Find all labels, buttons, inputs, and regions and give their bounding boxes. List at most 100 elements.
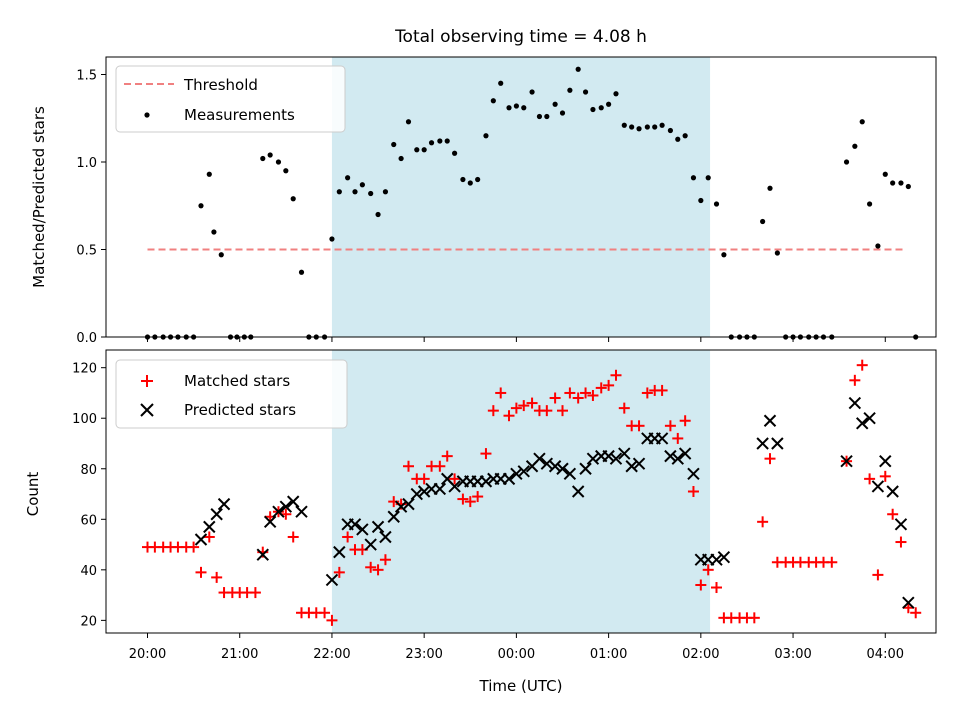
measurement-point [713,201,720,207]
predicted-star-point [848,396,862,410]
measurement-point [283,168,289,174]
predicted-star-point [871,480,885,493]
predicted-star-point [771,437,784,450]
measurement-point [352,189,358,195]
measurement-point [452,150,458,156]
predicted-star-point [217,497,231,511]
predicted-star-point [840,454,853,468]
bottom-y-axis-label: Count [24,472,42,517]
matched-star-point [618,402,630,414]
legend-matched-label: Matched stars [184,372,290,390]
predicted-star-point [517,465,530,478]
matched-star-point [503,410,515,422]
matched-star-point [372,564,384,576]
measurement-point [498,80,504,86]
top-plot-frame [105,56,937,338]
measurement-point [211,229,217,235]
measurement-point [391,141,397,148]
measurement-point [382,189,389,195]
matched-star-point [287,531,299,543]
matched-star-point [249,587,261,599]
matched-star-point [633,420,645,432]
measurement-point [559,110,566,116]
matched-star-point [687,486,699,497]
matched-star-point [464,496,476,508]
measurement-point [405,119,412,125]
chart-title: Total observing time = 4.08 h [394,27,647,47]
legend-matched-swatch [141,375,153,387]
matched-star-point [711,582,723,594]
predicted-star-point [448,480,461,493]
x-tick-label: 04:00 [867,647,904,662]
matched-star-point [441,450,453,462]
measurement-point [437,138,443,144]
y-tick-label: 1.5 [76,69,97,84]
matched-star-point [211,571,223,583]
predicted-stars-series [194,396,915,609]
matched-star-point [557,405,568,417]
y-tick-label: 0.0 [76,331,97,346]
legend-predicted-swatch [140,403,154,417]
measurement-point [667,127,674,134]
measurement-point [513,103,519,109]
matched-star-point [549,392,561,404]
measurement-point [206,171,212,177]
predicted-star-point [356,523,369,536]
measurement-point [760,218,766,225]
measurement-point [690,175,697,181]
top-shaded-region [331,57,711,337]
y-tick-label: 100 [72,412,97,427]
measurement-point [867,201,873,207]
matched-star-point [887,508,899,520]
predicted-star-point [856,417,869,430]
y-tick-label: 60 [80,513,97,528]
x-axis-label: Time (UTC) [479,677,563,695]
measurement-point [621,122,627,128]
measurement-point [721,252,727,258]
matched-star-point [342,531,354,543]
predicted-star-point [579,462,592,475]
measurement-point [898,180,904,186]
measurement-point [682,133,688,139]
matched-star-point [879,470,891,482]
measurement-point [368,190,374,197]
top-y-axis-label: Matched/Predicted stars [30,106,48,288]
matched-star-point [480,448,492,460]
matched-star-point [541,405,553,417]
measurement-point [552,101,558,107]
measurement-point [698,197,704,204]
matched-star-point [672,432,684,444]
measurement-point [475,176,481,183]
matched-star-point [434,460,446,472]
measurement-point [414,147,420,153]
matched-star-point [203,531,215,543]
measurement-point [852,143,858,149]
measurement-point [629,124,635,130]
y-tick-label: 40 [80,564,97,579]
predicted-star-point [655,432,669,445]
measurement-point [428,140,435,146]
matched-star-point [457,493,469,505]
matched-star-point [757,516,769,528]
predicted-star-point [540,457,554,470]
predicted-star-point [348,518,362,531]
predicted-star-point [295,505,308,518]
matched-star-point [595,382,607,394]
matched-star-point [580,387,592,399]
predicted-star-point [502,472,516,486]
predicted-star-point [618,447,631,460]
measurement-point [859,119,865,125]
bottom-legend: Matched stars Predicted stars [115,359,348,429]
measurement-point [521,105,527,111]
measurement-point [290,196,296,202]
matched-star-point [472,491,484,503]
matched-star-point [326,614,338,626]
x-tick-label: 20:00 [129,647,166,662]
measurement-point [421,147,427,153]
predicted-star-point [902,596,915,609]
measurement-point [882,171,888,177]
predicted-star-point [479,475,493,488]
measurement-point [218,252,224,258]
measurement-point [613,91,619,97]
